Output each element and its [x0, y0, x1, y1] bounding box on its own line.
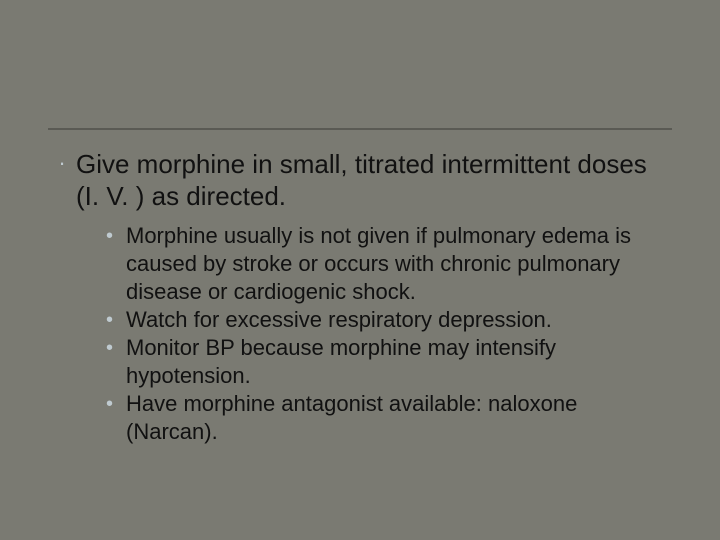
sub-text: Morphine usually is not given if pulmona… [126, 222, 672, 306]
bullet-icon: · [48, 148, 76, 178]
main-text: Give morphine in small, titrated intermi… [76, 148, 672, 212]
divider-rule [48, 128, 672, 130]
sub-list-item: • Watch for excessive respiratory depres… [106, 306, 672, 334]
sub-text: Watch for excessive respiratory depressi… [126, 306, 672, 334]
bullet-icon: • [106, 306, 126, 334]
sub-list-item: • Monitor BP because morphine may intens… [106, 334, 672, 390]
sub-list-item: • Have morphine antagonist available: na… [106, 390, 672, 446]
sub-text: Have morphine antagonist available: nalo… [126, 390, 672, 446]
sub-text: Monitor BP because morphine may intensif… [126, 334, 672, 390]
sub-list: • Morphine usually is not given if pulmo… [48, 222, 672, 446]
main-list-item: · Give morphine in small, titrated inter… [48, 148, 672, 212]
bullet-icon: • [106, 222, 126, 250]
bullet-icon: • [106, 390, 126, 418]
sub-list-item: • Morphine usually is not given if pulmo… [106, 222, 672, 306]
slide: · Give morphine in small, titrated inter… [0, 0, 720, 540]
bullet-icon: • [106, 334, 126, 362]
